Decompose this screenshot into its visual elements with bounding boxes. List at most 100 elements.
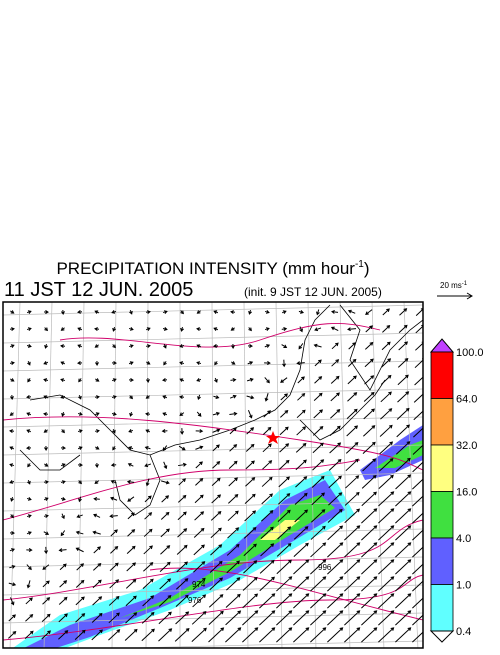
wind-arrow [361, 474, 377, 489]
wind-arrow [281, 327, 288, 331]
wind-arrow [129, 395, 133, 400]
wind-arrow [246, 377, 254, 382]
wind-arrow [75, 547, 84, 553]
legend-swatch [430, 491, 454, 539]
wind-arrow [162, 310, 168, 314]
wind-arrow [78, 394, 82, 400]
wind-arrow [110, 546, 119, 554]
wind-arrow [10, 514, 14, 519]
wind-arrow [378, 474, 394, 490]
wind-arrow [225, 610, 242, 626]
wind-arrow [277, 509, 291, 522]
wind-arrow [26, 429, 32, 433]
wind-arrow [27, 378, 31, 383]
wind-arrow [160, 480, 170, 485]
wind-arrow [212, 444, 220, 452]
wind-arrow [44, 327, 49, 332]
wind-arrow [26, 580, 31, 589]
legend-bottom-triangle [429, 630, 455, 643]
wind-arrow [162, 412, 168, 416]
wind-arrow [242, 610, 259, 626]
wind-arrow [145, 395, 150, 399]
wind-arrow [380, 374, 392, 385]
wind-arrow [26, 446, 32, 450]
wind-arrow [177, 494, 187, 503]
wind-arrow [43, 514, 49, 518]
parallel [114, 640, 423, 648]
wind-arrow [276, 559, 292, 575]
wind-arrow [245, 477, 256, 487]
wind-arrow [128, 378, 134, 382]
wind-arrow [141, 628, 155, 642]
wind-arrow [243, 526, 257, 539]
wind-arrow [344, 576, 361, 592]
wind-arrow [346, 408, 358, 419]
wind-arrow [144, 463, 152, 468]
meridian [77, 302, 85, 648]
wind-arrow [196, 327, 202, 331]
wind-arrow [262, 460, 273, 470]
wind-arrow [60, 378, 66, 382]
wind-arrow [77, 344, 83, 348]
wind-arrow [242, 593, 259, 609]
wind-arrow [158, 628, 173, 642]
wind-arrow [212, 411, 221, 416]
meridian [275, 302, 283, 648]
wind-arrow [60, 480, 66, 484]
wind-arrow [280, 409, 289, 418]
wind-arrow [44, 343, 48, 349]
wind-arrow [142, 578, 154, 590]
wind-arrow [278, 476, 290, 488]
wind-arrow [259, 593, 276, 609]
wind-arrow [347, 375, 357, 385]
wind-arrow [345, 442, 359, 454]
wind-arrow [108, 595, 120, 606]
wind-arrow [262, 426, 272, 435]
wind-arrow [293, 627, 310, 643]
wind-arrow [78, 496, 82, 503]
wind-arrow [327, 559, 344, 575]
wind-arrow [259, 627, 276, 643]
wind-arrow [229, 444, 238, 452]
wind-arrow [382, 308, 390, 316]
wind-arrow [213, 327, 219, 331]
wind-arrow [211, 477, 221, 487]
wind-arrow [245, 460, 255, 470]
wind-arrow [75, 596, 85, 606]
vector-scale-exponent: -1 [462, 281, 468, 287]
wind-arrow [10, 378, 15, 382]
wind-arrow [412, 614, 423, 626]
wind-arrow [9, 429, 15, 433]
wind-arrow [177, 528, 188, 538]
wind-arrow [160, 545, 171, 555]
wind-arrow [92, 579, 102, 589]
wind-arrow [43, 395, 49, 399]
wind-arrow [395, 508, 412, 524]
wind-arrow [331, 309, 339, 314]
wind-arrow [176, 578, 189, 590]
wind-arrow [247, 361, 254, 365]
wind-arrow [395, 593, 412, 609]
wind-arrow [243, 560, 258, 574]
wind-arrow [162, 445, 168, 452]
wind-arrow [294, 492, 308, 505]
wind-arrow [327, 542, 344, 558]
legend-swatch [430, 444, 454, 492]
wind-arrow [111, 395, 117, 399]
wind-arrow [111, 310, 117, 314]
wind-arrow [328, 458, 342, 471]
wind-arrow [160, 511, 170, 520]
wind-arrow [329, 442, 342, 454]
wind-arrow [395, 559, 412, 575]
parallel [3, 472, 423, 484]
wind-arrow [110, 496, 118, 501]
wind-arrow [247, 410, 253, 419]
wind-arrow [60, 361, 66, 365]
wind-arrow [395, 610, 412, 626]
wind-arrow [112, 344, 116, 349]
wind-arrow [364, 375, 375, 385]
wind-arrow [10, 394, 14, 400]
wind-arrow [226, 543, 240, 556]
wind-arrow [93, 562, 102, 571]
wind-arrow [162, 378, 168, 382]
